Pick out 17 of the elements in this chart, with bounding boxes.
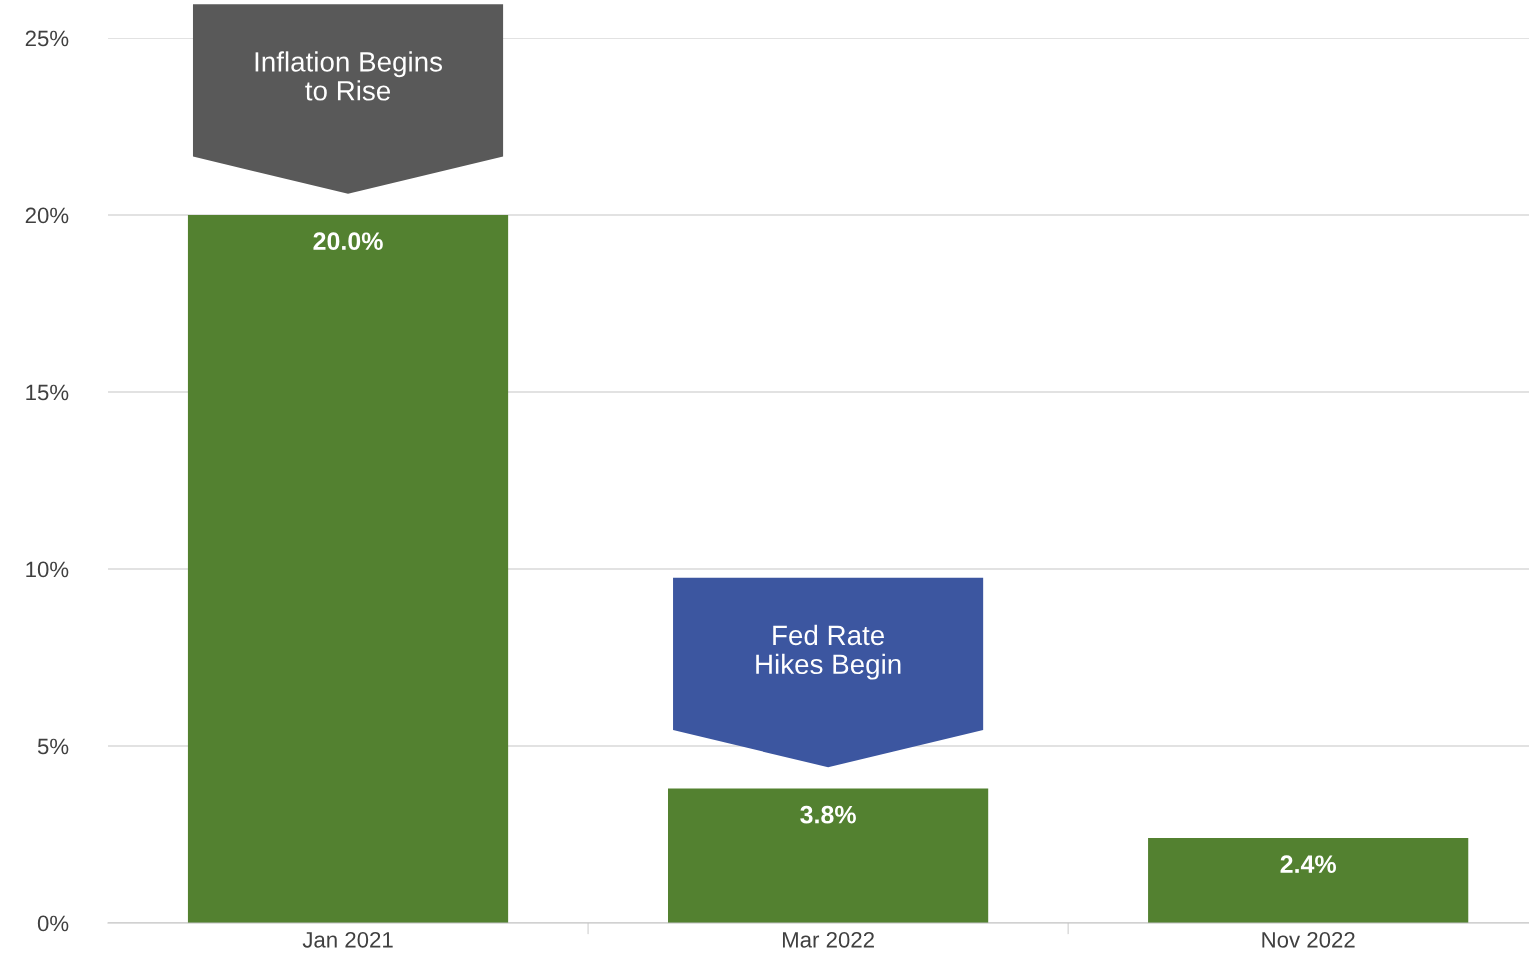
y-tick-label: 20% <box>25 207 69 224</box>
data-label: 3.8% <box>800 805 856 824</box>
annotation: Inflation Begins to Rise <box>255 51 443 101</box>
y-tick-label: 10% <box>26 561 69 578</box>
bar <box>1148 838 1469 923</box>
bar <box>187 215 509 923</box>
data-label: 20.0% <box>313 232 383 251</box>
annotation: Fed Rate Hikes Begin <box>756 624 901 680</box>
data-label: 2.4% <box>1280 855 1336 874</box>
y-tick-label: 15% <box>26 384 69 401</box>
x-tick-label: Jan 2021 <box>302 931 393 948</box>
bar <box>668 788 989 923</box>
x-tick-label: Nov 2022 <box>1262 931 1355 948</box>
y-tick-label: 25% <box>25 30 69 47</box>
y-tick-label: 0% <box>37 915 69 932</box>
x-tick-label: Mar 2022 <box>782 931 874 948</box>
y-tick-label: 5% <box>37 738 69 755</box>
